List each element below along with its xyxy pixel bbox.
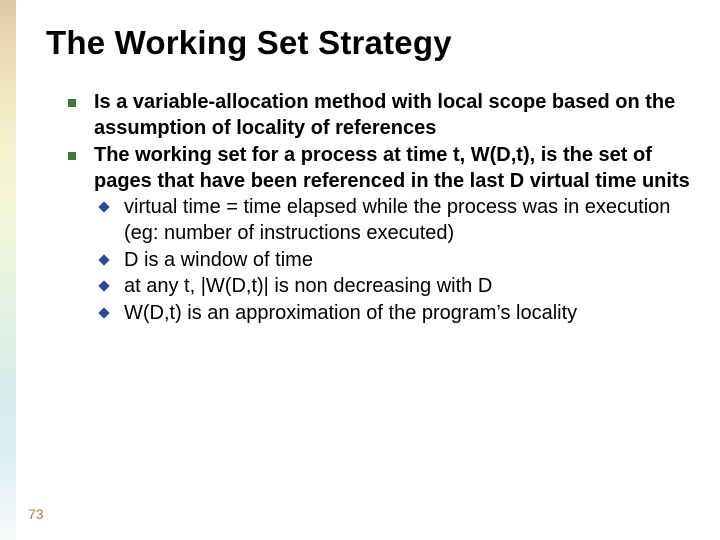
sub-bullet-item: D is a window of time bbox=[94, 248, 692, 274]
sub-bullet-list: virtual time = time elapsed while the pr… bbox=[94, 195, 692, 326]
slide-title: The Working Set Strategy bbox=[46, 24, 692, 62]
sub-bullet-text: virtual time = time elapsed while the pr… bbox=[124, 196, 670, 244]
bullet-item: Is a variable-allocation method with loc… bbox=[60, 90, 692, 141]
sub-bullet-item: at any t, |W(D,t)| is non decreasing wit… bbox=[94, 274, 692, 300]
sub-bullet-item: W(D,t) is an approximation of the progra… bbox=[94, 301, 692, 327]
bullet-text: Is a variable-allocation method with loc… bbox=[94, 91, 675, 139]
sub-bullet-item: virtual time = time elapsed while the pr… bbox=[94, 195, 692, 246]
slide: The Working Set Strategy Is a variable-a… bbox=[0, 0, 720, 540]
bullet-list: Is a variable-allocation method with loc… bbox=[60, 90, 692, 326]
sub-bullet-text: W(D,t) is an approximation of the progra… bbox=[124, 302, 577, 324]
bullet-item: The working set for a process at time t,… bbox=[60, 143, 692, 326]
sub-bullet-text: at any t, |W(D,t)| is non decreasing wit… bbox=[124, 275, 492, 297]
page-number: 73 bbox=[28, 506, 44, 522]
sub-bullet-text: D is a window of time bbox=[124, 249, 313, 271]
bullet-text: The working set for a process at time t,… bbox=[94, 144, 690, 192]
